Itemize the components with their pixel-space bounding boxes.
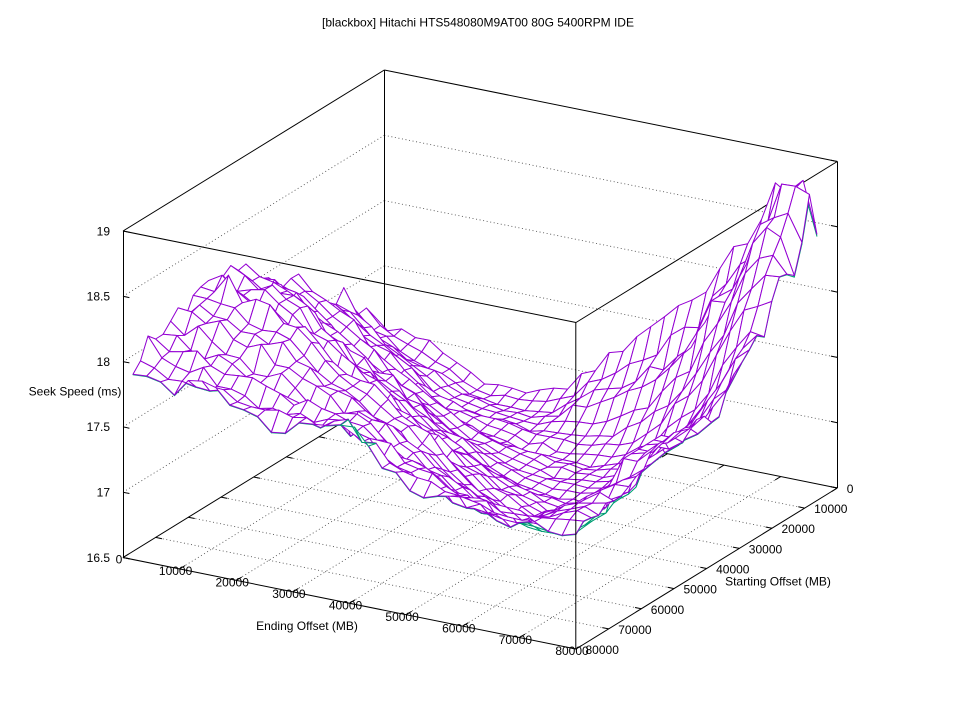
svg-text:80000: 80000 bbox=[586, 643, 620, 657]
svg-text:60000: 60000 bbox=[651, 603, 685, 617]
svg-text:17.5: 17.5 bbox=[87, 420, 111, 434]
svg-text:Starting Offset (MB): Starting Offset (MB) bbox=[725, 574, 831, 588]
svg-text:Ending Offset (MB): Ending Offset (MB) bbox=[256, 619, 358, 633]
svg-text:17: 17 bbox=[97, 486, 111, 500]
svg-text:Seek Speed (ms): Seek Speed (ms) bbox=[29, 385, 122, 399]
svg-text:0: 0 bbox=[116, 553, 123, 567]
svg-text:80000: 80000 bbox=[555, 644, 589, 658]
svg-text:20000: 20000 bbox=[216, 576, 250, 590]
svg-text:50000: 50000 bbox=[684, 583, 718, 597]
svg-text:10000: 10000 bbox=[159, 564, 193, 578]
svg-text:18.5: 18.5 bbox=[87, 290, 111, 304]
svg-text:18: 18 bbox=[97, 355, 111, 369]
svg-text:10000: 10000 bbox=[814, 502, 848, 516]
svg-text:0: 0 bbox=[847, 482, 854, 496]
svg-text:16.5: 16.5 bbox=[87, 551, 111, 565]
svg-text:70000: 70000 bbox=[499, 633, 533, 647]
svg-text:40000: 40000 bbox=[716, 563, 750, 577]
svg-text:[blackbox] Hitachi HTS548080M9: [blackbox] Hitachi HTS548080M9AT00 80G 5… bbox=[322, 16, 634, 30]
svg-text:19: 19 bbox=[97, 224, 111, 238]
svg-text:20000: 20000 bbox=[782, 522, 816, 536]
svg-text:40000: 40000 bbox=[329, 599, 363, 613]
svg-text:60000: 60000 bbox=[442, 621, 476, 635]
svg-text:50000: 50000 bbox=[385, 610, 419, 624]
svg-text:30000: 30000 bbox=[272, 587, 306, 601]
svg-text:70000: 70000 bbox=[618, 623, 652, 637]
svg-text:30000: 30000 bbox=[749, 542, 783, 556]
